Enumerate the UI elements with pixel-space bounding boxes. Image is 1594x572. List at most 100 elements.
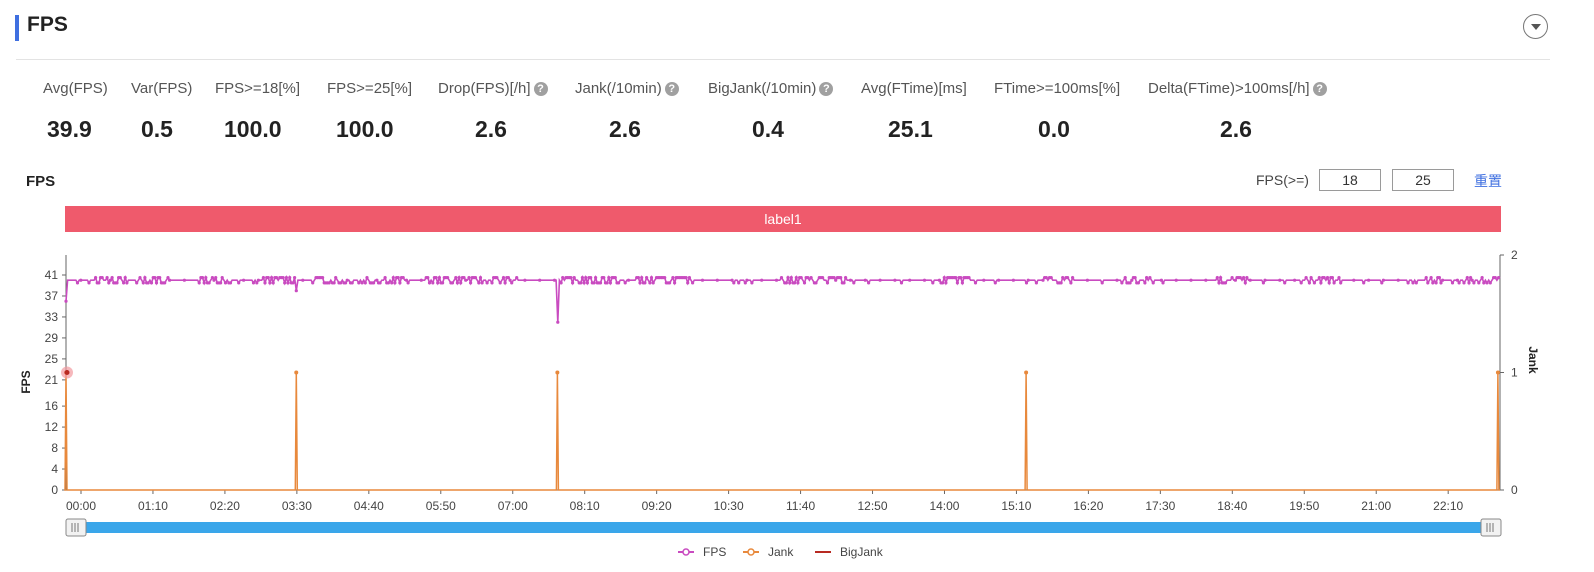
fps-point	[1493, 276, 1497, 280]
fps-point	[1233, 278, 1237, 282]
x-tick-label: 00:00	[66, 499, 96, 513]
fps-point	[301, 278, 305, 282]
fps-point	[745, 278, 749, 282]
fps-point	[350, 281, 354, 285]
fps-point	[398, 281, 402, 285]
fps-point	[572, 276, 576, 280]
fps-point	[954, 276, 958, 280]
fps-point	[283, 281, 287, 285]
fps-point	[266, 276, 270, 280]
fps-point	[200, 276, 205, 280]
y-left-tick-label: 41	[45, 268, 59, 282]
fps-point	[1327, 281, 1331, 285]
x-tick-label: 14:00	[929, 499, 959, 513]
threshold-low-input[interactable]	[1319, 169, 1381, 191]
x-tick-label: 12:50	[858, 499, 888, 513]
fps-point	[1465, 276, 1469, 280]
fps-point	[941, 281, 945, 285]
fps-point	[1041, 278, 1045, 282]
fps-point	[848, 278, 853, 282]
metric-value: 0.4	[752, 116, 784, 142]
label-band[interactable]: label1	[65, 206, 1501, 232]
fps-point	[1469, 276, 1473, 280]
header-divider	[16, 59, 1550, 60]
collapse-dropdown-button[interactable]	[1523, 14, 1548, 39]
fps-point	[228, 281, 233, 285]
fps-point	[1380, 281, 1384, 285]
fps-point	[1245, 276, 1249, 280]
fps-point	[419, 278, 423, 282]
chart-title: FPS	[26, 173, 56, 190]
fps-point	[87, 281, 91, 285]
help-icon[interactable]: ?	[664, 82, 679, 96]
fps-point	[1332, 281, 1336, 285]
x-tick-label: 17:30	[1145, 499, 1175, 513]
range-slider[interactable]	[65, 518, 1502, 537]
fps-point	[793, 281, 797, 285]
fps-point	[146, 281, 150, 285]
fps-point	[598, 281, 603, 285]
fps-point	[1230, 276, 1234, 280]
fps-point	[1367, 278, 1371, 282]
fps-point	[1278, 278, 1282, 282]
help-icon[interactable]: ?	[819, 82, 834, 96]
fps-point	[589, 276, 593, 280]
fps-point	[212, 278, 216, 282]
fps-point	[1411, 281, 1415, 285]
fps-point	[671, 276, 675, 280]
metric-label: FPS>=18[%]	[215, 80, 301, 97]
fps-point	[571, 281, 575, 285]
fps-point	[478, 276, 483, 280]
help-icon[interactable]: ?	[1312, 82, 1327, 96]
threshold-high-input[interactable]	[1392, 169, 1454, 191]
fps-point	[271, 281, 275, 285]
fps-point	[1242, 276, 1246, 280]
fps-point	[1283, 281, 1287, 285]
fps-point	[1123, 276, 1127, 280]
fps-point	[668, 281, 672, 285]
metric-label: Drop(FPS)[/h]?	[438, 80, 548, 97]
fps-point	[556, 320, 560, 324]
y-left-tick-label: 37	[45, 289, 59, 303]
fps-point	[110, 276, 114, 280]
fps-point	[1071, 276, 1075, 280]
fps-point	[1424, 276, 1428, 280]
fps-point	[1307, 281, 1311, 285]
fps-point	[1066, 276, 1070, 280]
fps-point	[135, 281, 139, 285]
x-tick-label: 01:10	[138, 499, 168, 513]
fps-point	[467, 276, 471, 280]
fps-point	[1497, 276, 1501, 280]
fps-point	[360, 281, 364, 285]
fps-point	[594, 276, 598, 280]
fps-point	[732, 281, 736, 285]
fps-point	[404, 278, 409, 282]
fps-point	[480, 281, 484, 285]
fps-point	[122, 281, 126, 285]
fps-point	[427, 281, 432, 285]
fps-point	[613, 276, 617, 280]
fps-point	[1034, 281, 1038, 285]
fps-point	[561, 276, 565, 280]
reset-link[interactable]: 重置	[1474, 173, 1502, 189]
fps-point	[154, 281, 159, 285]
help-icon[interactable]: ?	[533, 82, 548, 96]
y-left-axis-title: FPS	[19, 370, 33, 393]
fps-point	[743, 281, 747, 285]
fps-point	[506, 276, 510, 280]
fps-point	[1215, 276, 1219, 280]
fps-point	[821, 276, 825, 280]
fps-point	[1304, 276, 1308, 280]
fps-point	[1462, 281, 1466, 285]
fps-point	[1457, 281, 1461, 285]
legend-marker	[747, 548, 755, 556]
fps-point	[242, 278, 246, 282]
fps-point	[863, 278, 867, 282]
fps-point	[375, 278, 379, 282]
fps-point	[737, 281, 741, 285]
fps-point	[1133, 276, 1137, 280]
fps-point	[118, 276, 122, 280]
fps-point	[626, 278, 631, 282]
metric-label: FTime>=100ms[%]	[994, 80, 1121, 97]
